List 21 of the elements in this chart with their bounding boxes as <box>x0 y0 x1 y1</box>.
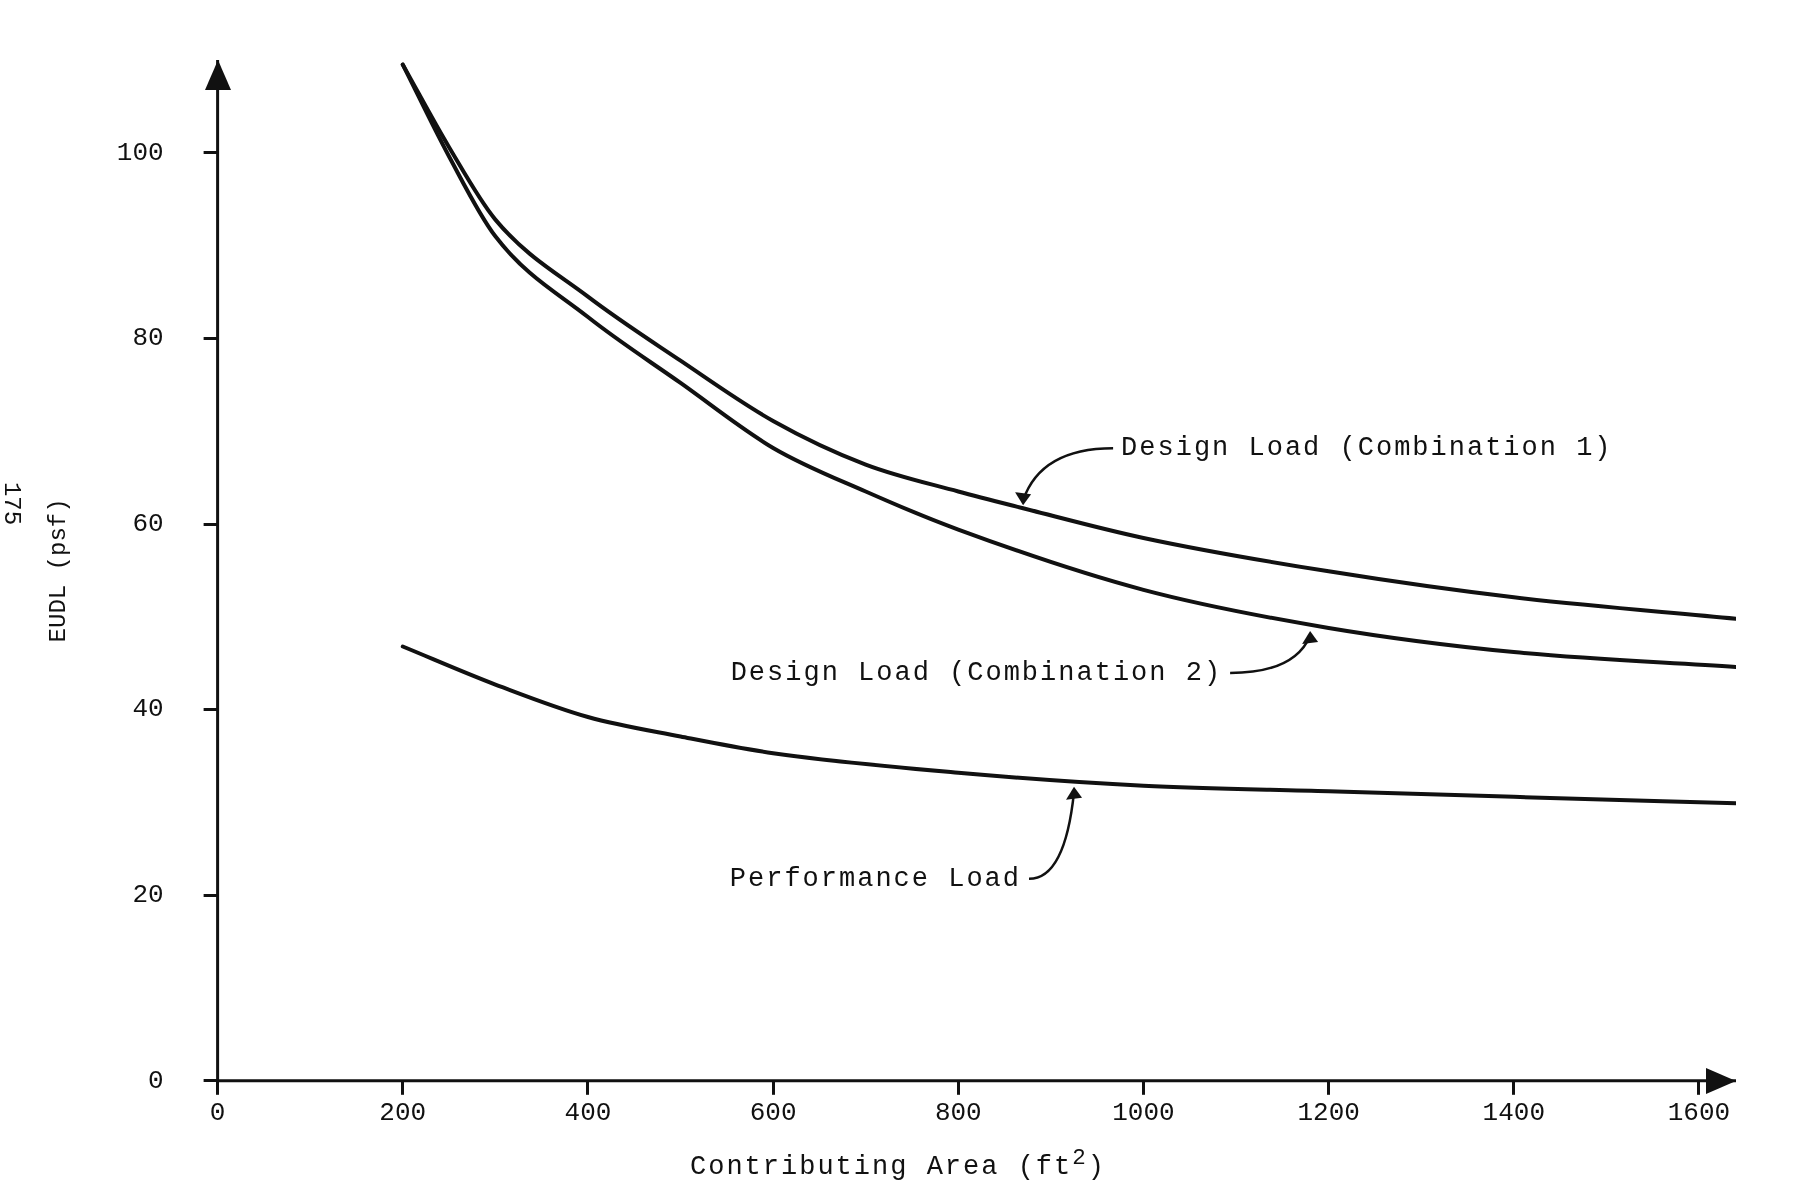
y-tick-label: 20 <box>132 880 164 911</box>
x-tick-label: 1400 <box>1482 1098 1546 1129</box>
y-tick-label: 40 <box>132 694 164 725</box>
y-tick-label: 80 <box>132 323 164 354</box>
annotation: Design Load (Combination 1) <box>1121 433 1613 464</box>
x-tick-label: 1200 <box>1297 1098 1360 1129</box>
x-tick-label: 600 <box>749 1098 797 1129</box>
y-tick-label: 60 <box>132 508 164 539</box>
x-tick-label: 1000 <box>1112 1098 1175 1129</box>
x-tick-label: 0 <box>209 1098 226 1129</box>
x-tick-label: 200 <box>379 1098 427 1129</box>
y-tick-label: 0 <box>148 1065 164 1096</box>
x-tick-label: 1600 <box>1667 1098 1731 1129</box>
y-axis-title: EUDL (psf) <box>44 498 72 643</box>
annotation: Design Load (Combination 2) <box>730 658 1223 689</box>
x-tick-label: 800 <box>934 1098 982 1129</box>
annotation: Performance Load <box>729 864 1022 894</box>
x-tick-label: 400 <box>564 1098 612 1129</box>
text: 175 <box>0 481 26 526</box>
y-tick-label: 100 <box>116 137 164 168</box>
x-axis-title: Contributing Area (ft$^{2}$) <box>689 1145 1107 1182</box>
